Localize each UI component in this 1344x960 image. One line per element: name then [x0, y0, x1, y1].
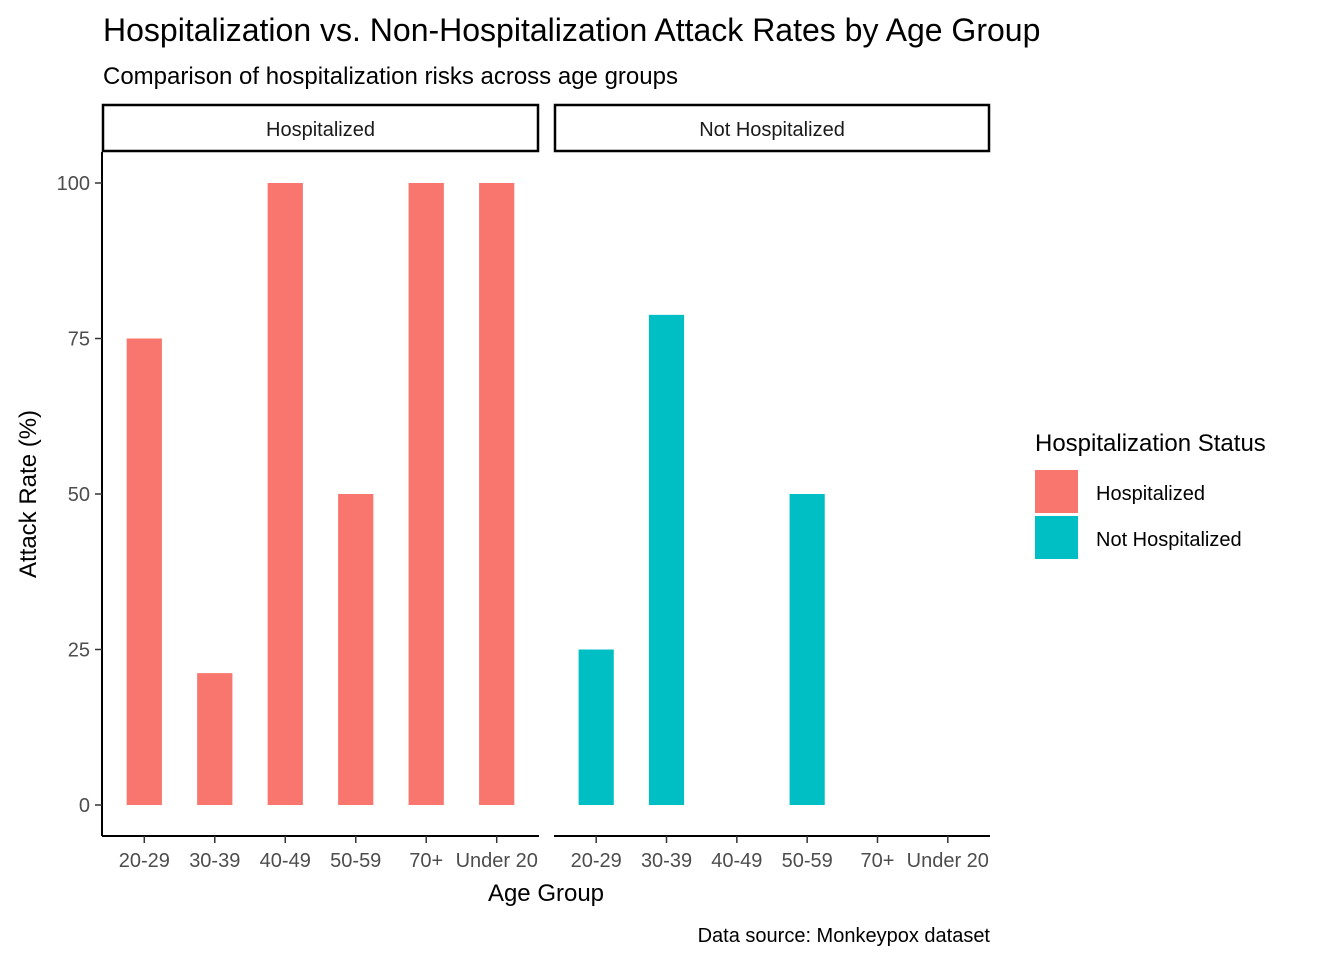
legend-label: Not Hospitalized — [1096, 529, 1242, 551]
bar — [648, 314, 685, 805]
x-tick-label: Under 20 — [907, 850, 989, 872]
x-tick-label: 20-29 — [571, 850, 622, 872]
facet-strip — [553, 103, 991, 153]
legend-title: Hospitalization Status — [1035, 430, 1266, 457]
bar — [578, 649, 614, 805]
facet-panel: Hospitalized 20-29 30-39 40-49 50-59 70+ Under… — [101, 103, 540, 872]
y-tick-label: 25 — [68, 640, 90, 662]
y-tick-label: 0 — [79, 795, 90, 817]
bar — [479, 183, 515, 805]
facet-panel: Not Hospitalized 20-29 30-39 40-49 50-59 70+ U… — [553, 103, 991, 872]
facet-strip-label: Not Hospitalized — [699, 119, 845, 141]
chart-subtitle: Comparison of hospitalization risks acro… — [103, 63, 678, 90]
facet-panels: Hospitalized 20-29 30-39 40-49 50-59 70+ Under… — [101, 103, 991, 872]
facet-strip — [101, 103, 540, 153]
chart-title: Hospitalization vs. Non-Hospitalization … — [103, 12, 1040, 48]
chart-caption: Data source: Monkeypox dataset — [698, 925, 991, 947]
x-tick-label: 20-29 — [119, 850, 170, 872]
x-tick-label: 70+ — [409, 850, 443, 872]
bar — [789, 494, 825, 805]
x-tick-label: 40-49 — [711, 850, 762, 872]
legend-label: Hospitalized — [1096, 483, 1205, 505]
x-axis-title: Age Group — [488, 880, 604, 907]
bar — [408, 183, 444, 805]
x-tick-label: 40-49 — [260, 850, 311, 872]
x-tick-label: 70+ — [861, 850, 895, 872]
x-tick-label: 50-59 — [782, 850, 833, 872]
y-axis: 0 25 50 75 100 — [57, 152, 103, 836]
y-tick-label: 100 — [57, 173, 90, 195]
legend-swatch — [1035, 470, 1078, 513]
facet-strip-label: Hospitalized — [266, 119, 375, 141]
x-tick-label: 50-59 — [330, 850, 381, 872]
bar — [197, 673, 233, 805]
y-axis-title: Attack Rate (%) — [15, 410, 42, 578]
legend: Hospitalization Status Hospitalized Not H… — [1035, 430, 1266, 559]
y-tick-label: 50 — [68, 484, 90, 506]
x-tick-label: 30-39 — [189, 850, 240, 872]
y-tick-label: 75 — [68, 329, 90, 351]
bar — [126, 338, 162, 805]
x-tick-label: 30-39 — [641, 850, 692, 872]
x-tick-label: Under 20 — [456, 850, 538, 872]
bar — [267, 183, 303, 805]
bar — [338, 494, 374, 805]
legend-swatch — [1035, 516, 1078, 559]
